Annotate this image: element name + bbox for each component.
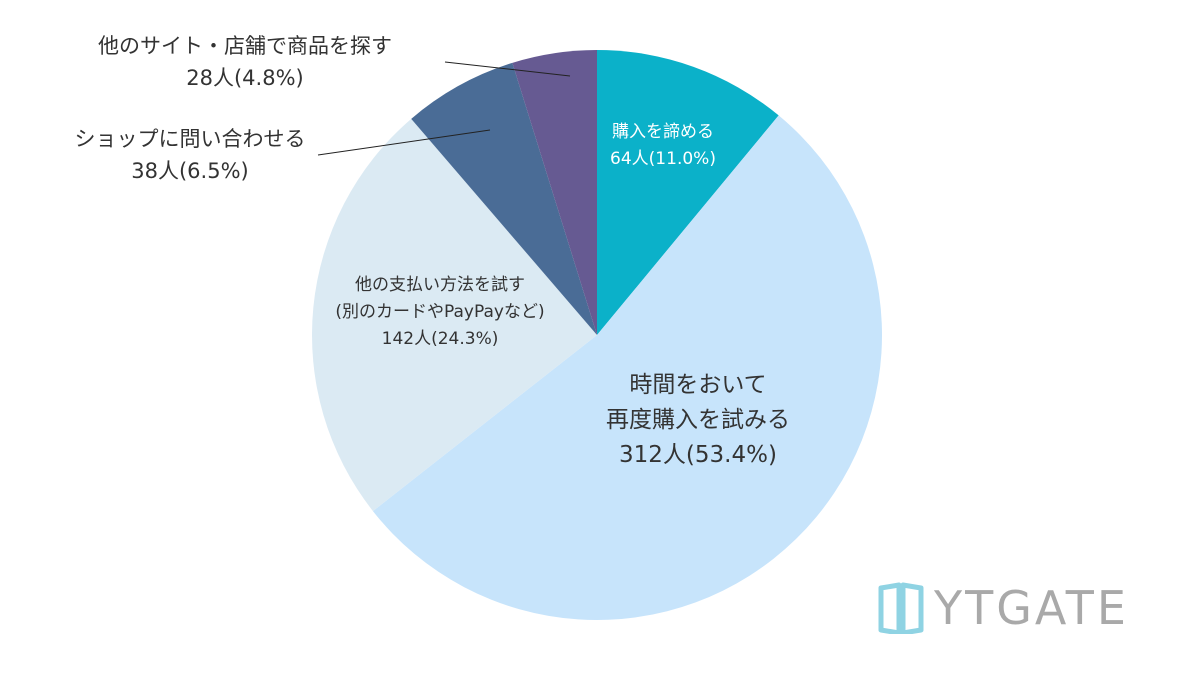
slice-label: 購入を諦める — [612, 122, 714, 142]
brand-logo: YTGATE — [878, 580, 1129, 636]
slice-label: (別のカードやPayPayなど) — [335, 302, 544, 322]
door-logo-icon — [878, 582, 924, 634]
pie-slice — [512, 50, 597, 335]
slice-label: ショップに問い合わせる — [75, 127, 306, 151]
slice-value-label: 38人(6.5%) — [131, 159, 248, 183]
slice-value-label: 64人(11.0%) — [610, 149, 716, 169]
slice-value-label: 312人(53.4%) — [619, 442, 777, 468]
slice-label: 他のサイト・店舗で商品を探す — [98, 34, 392, 58]
slice-value-label: 28人(4.8%) — [186, 66, 303, 90]
pie-slice — [372, 115, 882, 620]
brand-logo-text: YTGATE — [934, 581, 1129, 635]
slice-value-label: 142人(24.3%) — [382, 329, 499, 349]
pie-slice — [597, 50, 779, 335]
slice-label: 再度購入を試みる — [606, 407, 790, 433]
pie-slice — [411, 62, 597, 335]
slice-label: 他の支払い方法を試す — [355, 275, 525, 295]
slice-label: 時間をおいて — [629, 372, 766, 398]
leader-line — [444, 61, 571, 77]
pie-slice — [312, 118, 597, 512]
leader-line — [317, 129, 491, 156]
